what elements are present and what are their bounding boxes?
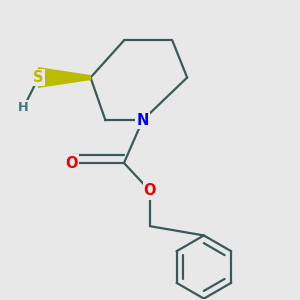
Text: H: H [18, 101, 29, 114]
Text: O: O [66, 155, 78, 170]
Text: N: N [136, 113, 149, 128]
Polygon shape [38, 68, 91, 87]
Text: O: O [144, 183, 156, 198]
Text: S: S [33, 70, 44, 85]
